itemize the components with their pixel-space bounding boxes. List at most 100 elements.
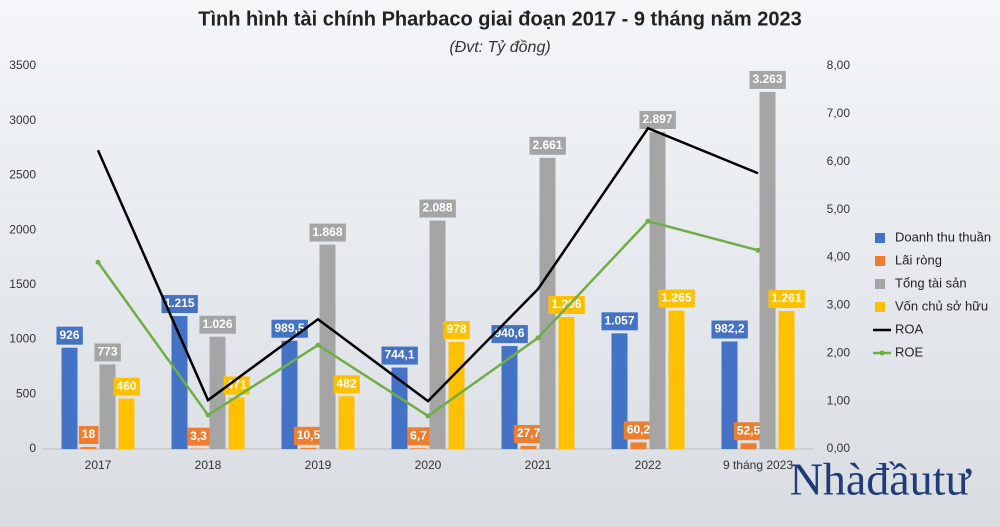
value-label-box bbox=[161, 295, 198, 314]
x-tick-label: 2022 bbox=[635, 458, 662, 472]
value-label: 1.265 bbox=[661, 291, 691, 305]
bar bbox=[649, 131, 666, 450]
point bbox=[755, 247, 761, 253]
watermark: Nhàđầutư bbox=[790, 454, 973, 505]
value-label-box bbox=[548, 296, 585, 315]
value-label: 27,7 bbox=[517, 426, 541, 440]
bar bbox=[520, 445, 537, 449]
value-label-box bbox=[309, 223, 346, 242]
value-label-box bbox=[443, 320, 470, 339]
y-tick-label: 500 bbox=[16, 386, 36, 400]
legend-marker bbox=[879, 350, 885, 356]
value-label: 1.026 bbox=[202, 317, 232, 331]
value-label: 460 bbox=[116, 379, 136, 393]
y-tick-label: 1000 bbox=[9, 332, 36, 346]
legend-swatch bbox=[875, 256, 885, 266]
bar bbox=[740, 443, 757, 449]
bar bbox=[539, 157, 556, 449]
bar bbox=[338, 396, 355, 449]
bar bbox=[118, 398, 135, 449]
value-label: 2.661 bbox=[532, 138, 562, 152]
bar bbox=[281, 340, 298, 449]
value-label-box bbox=[529, 136, 566, 155]
value-label: 989,5 bbox=[274, 321, 304, 335]
value-label: 2.088 bbox=[422, 201, 452, 215]
value-label-box bbox=[513, 424, 544, 443]
bar bbox=[61, 347, 78, 449]
bar bbox=[630, 442, 647, 449]
y2-tick-label: 7,00 bbox=[827, 106, 851, 120]
value-label-box bbox=[94, 343, 121, 362]
value-label-box bbox=[113, 377, 140, 396]
point bbox=[315, 342, 321, 348]
value-label-box bbox=[407, 427, 431, 446]
y-tick-label: 2500 bbox=[9, 168, 36, 182]
value-label-box bbox=[768, 290, 805, 309]
y2-tick-label: 4,00 bbox=[827, 250, 851, 264]
value-label: 6,7 bbox=[410, 428, 427, 442]
bar bbox=[778, 311, 795, 449]
legend-label: Lãi ròng bbox=[895, 252, 942, 267]
value-label-box bbox=[56, 326, 83, 345]
value-label: 471 bbox=[226, 378, 246, 392]
value-label: 1.057 bbox=[604, 314, 634, 328]
legend-label: ROE bbox=[895, 344, 924, 359]
value-label: 2.897 bbox=[642, 112, 672, 126]
value-label: 926 bbox=[59, 328, 79, 342]
bar bbox=[611, 333, 628, 449]
value-label: 940,6 bbox=[494, 326, 524, 340]
value-label: 3,3 bbox=[190, 429, 207, 443]
point bbox=[645, 218, 651, 224]
value-label-box bbox=[333, 375, 360, 394]
value-label: 10,5 bbox=[297, 428, 321, 442]
y-tick-label: 3500 bbox=[9, 58, 36, 72]
legend-swatch bbox=[875, 233, 885, 243]
bar bbox=[319, 244, 336, 449]
point bbox=[95, 259, 101, 265]
value-label-box bbox=[658, 289, 695, 308]
value-label: 1.868 bbox=[312, 225, 342, 239]
value-label: 60,2 bbox=[627, 423, 651, 437]
y-tick-label: 0 bbox=[29, 441, 36, 455]
y2-tick-label: 1,00 bbox=[827, 393, 851, 407]
line bbox=[96, 126, 759, 403]
bar bbox=[228, 397, 245, 449]
point bbox=[535, 335, 541, 341]
x-tick-label: 2021 bbox=[525, 458, 552, 472]
value-label-box bbox=[623, 421, 654, 440]
bar bbox=[558, 317, 575, 449]
value-label-box bbox=[491, 325, 528, 344]
y-tick-label: 2000 bbox=[9, 222, 36, 236]
value-label-box bbox=[711, 320, 748, 339]
y-tick-label: 3000 bbox=[9, 113, 36, 127]
x-tick-label: 2018 bbox=[195, 458, 222, 472]
value-label-box bbox=[419, 199, 456, 218]
value-label: 1.215 bbox=[164, 296, 194, 310]
y2-tick-label: 2,00 bbox=[827, 345, 851, 359]
bar bbox=[300, 447, 317, 449]
value-label-box bbox=[187, 427, 211, 446]
bar bbox=[171, 316, 188, 449]
y-tick-label: 1500 bbox=[9, 277, 36, 291]
legend-label: Tổng tài sản bbox=[895, 275, 967, 290]
bar bbox=[429, 220, 446, 449]
bar bbox=[410, 448, 427, 449]
value-label: 1.261 bbox=[771, 291, 801, 305]
value-label-box bbox=[293, 426, 324, 445]
value-label-box bbox=[749, 70, 786, 89]
x-tick-label: 9 tháng 2023 bbox=[723, 458, 793, 472]
value-label-box bbox=[639, 110, 676, 129]
legend-label: ROA bbox=[895, 321, 924, 336]
y2-tick-label: 3,00 bbox=[827, 298, 851, 312]
chart-subtitle: (Đvt: Tỷ đồng) bbox=[449, 39, 550, 56]
bar bbox=[759, 91, 776, 449]
y2-tick-label: 6,00 bbox=[827, 154, 851, 168]
value-label: 773 bbox=[97, 345, 117, 359]
point bbox=[205, 412, 211, 418]
bar bbox=[668, 310, 685, 449]
value-label: 18 bbox=[82, 427, 96, 441]
legend-label: Vốn chủ sở hữu bbox=[895, 298, 988, 313]
value-label: 482 bbox=[336, 376, 356, 390]
